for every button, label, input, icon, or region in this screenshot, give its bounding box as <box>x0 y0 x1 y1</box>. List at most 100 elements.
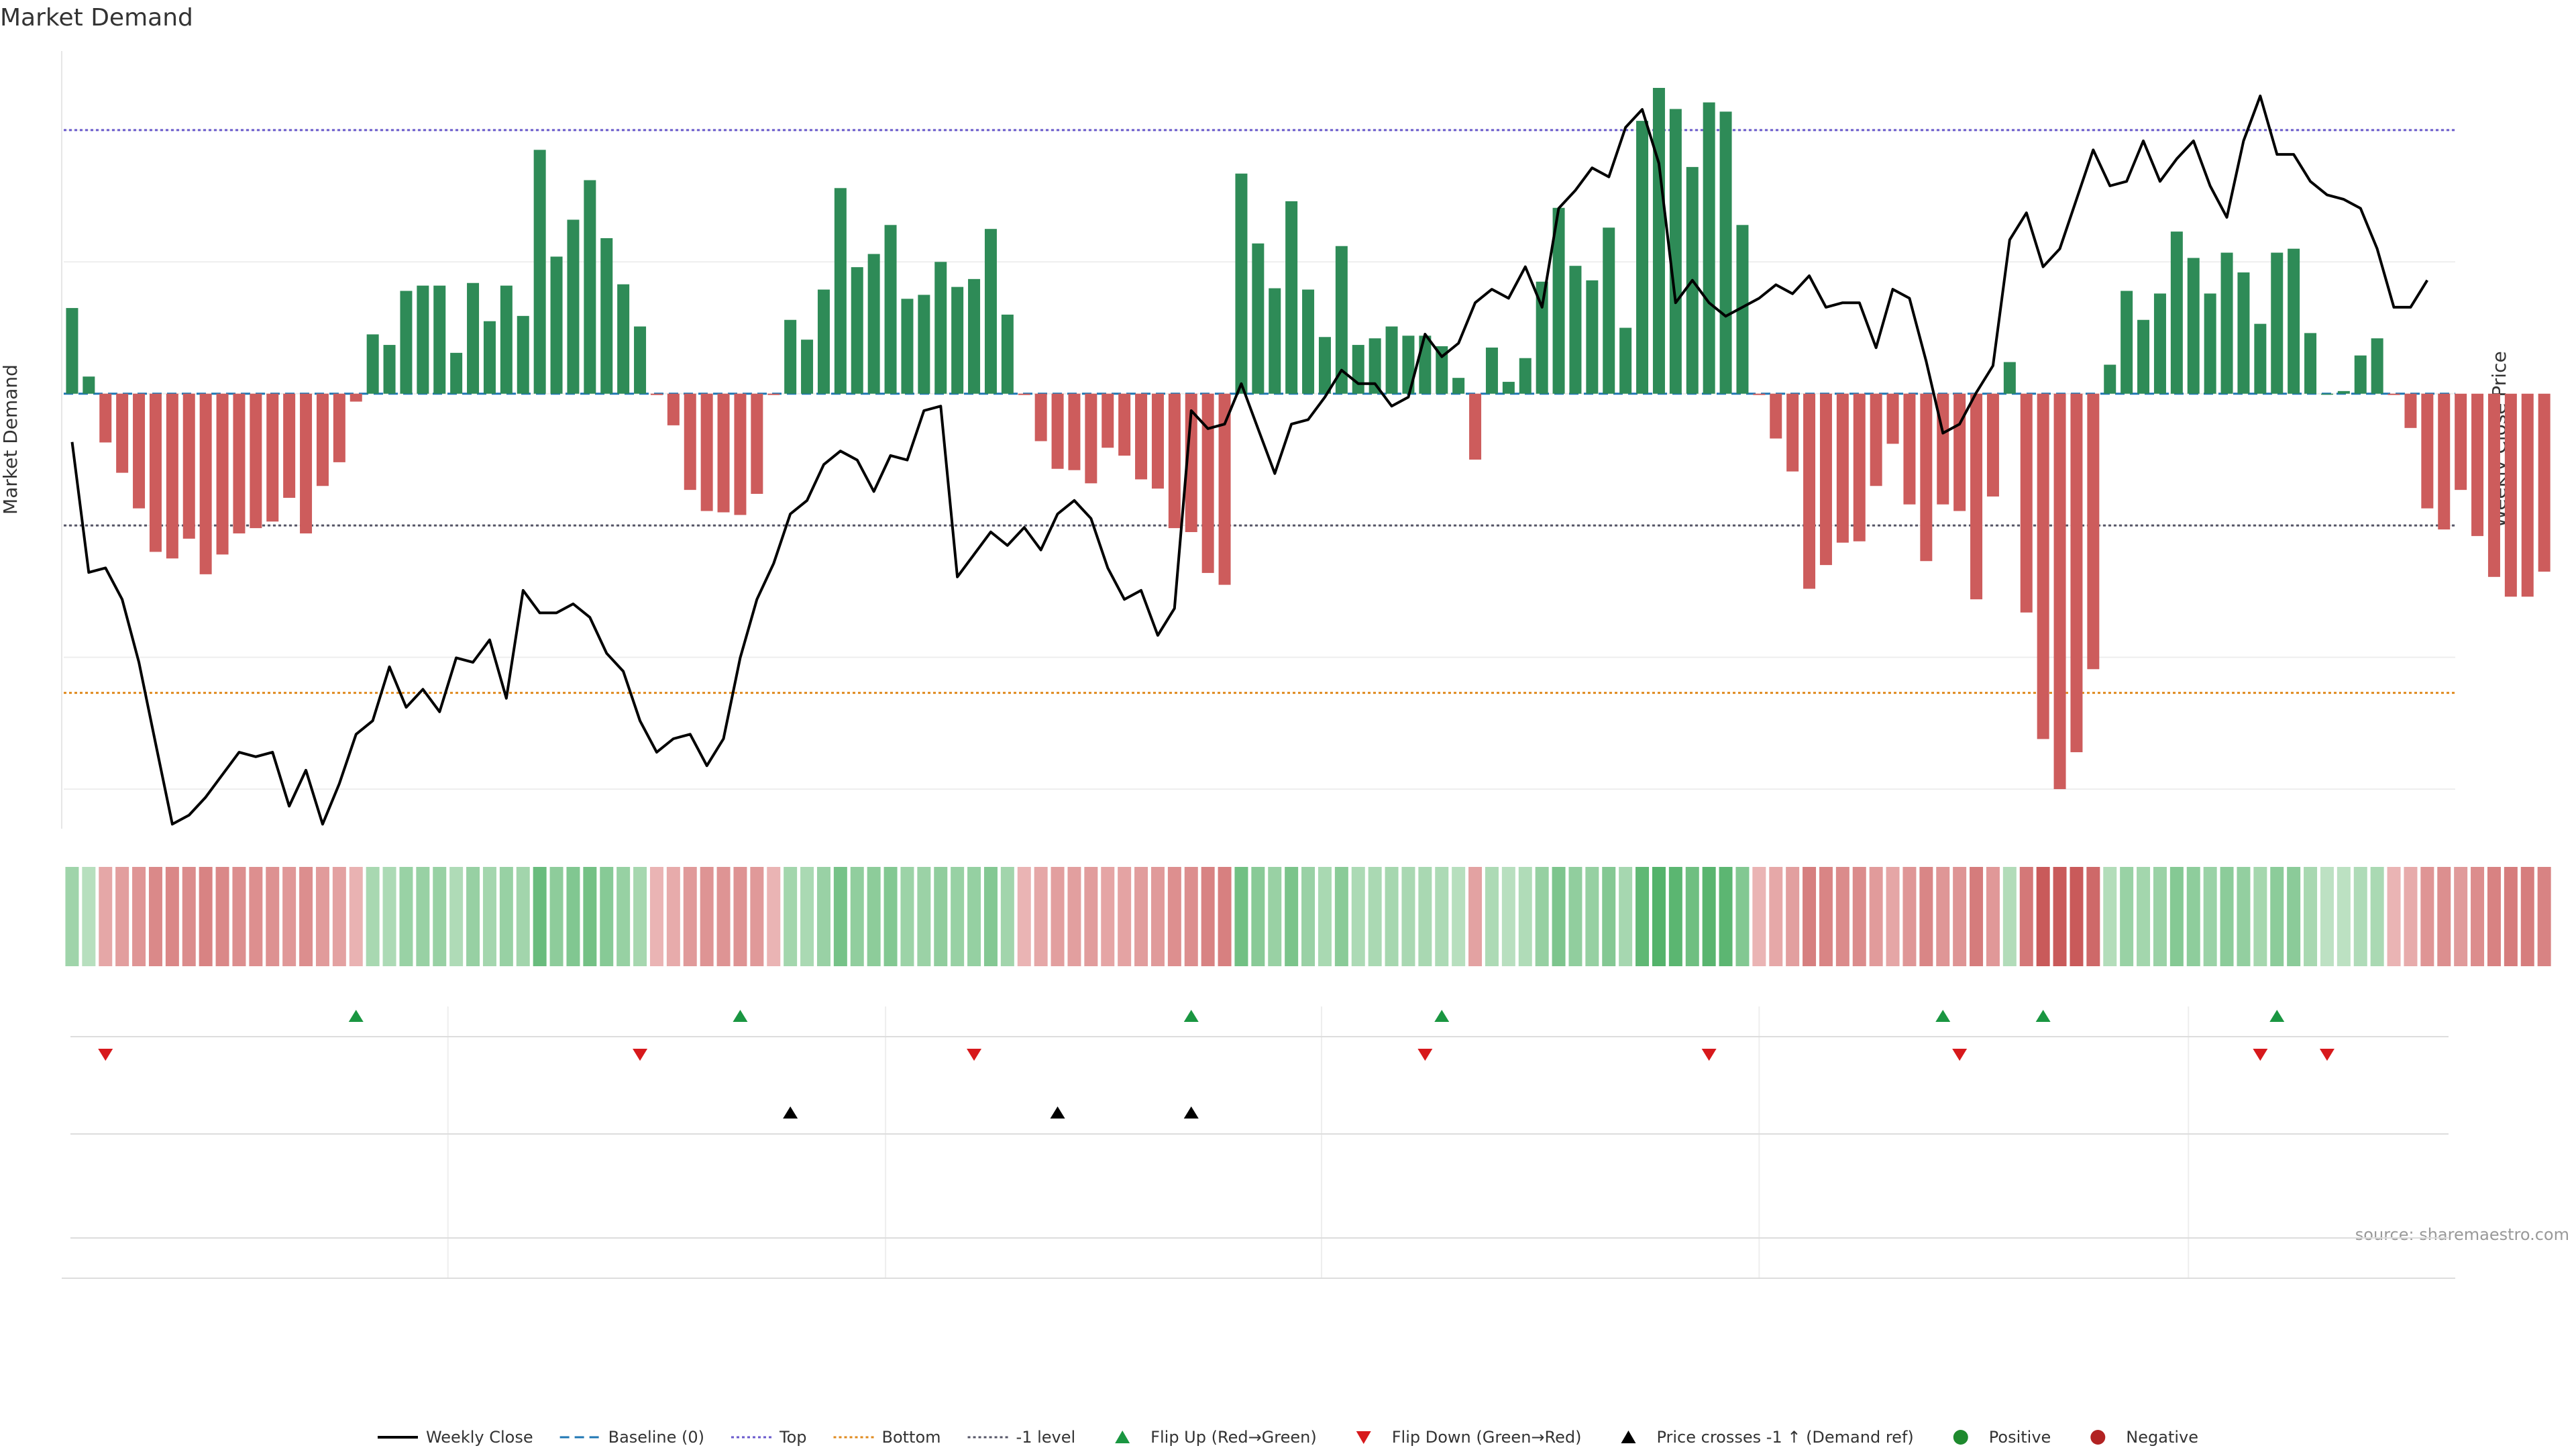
heat-cell <box>1000 867 1014 966</box>
heat-cell <box>99 867 113 966</box>
demand-bar <box>2037 393 2049 739</box>
heat-cell <box>2253 867 2267 966</box>
flip-up-marker <box>733 1010 748 1022</box>
heat-cell <box>1803 867 1817 966</box>
demand-bar <box>83 376 95 394</box>
demand-bar <box>1586 280 1599 394</box>
demand-bar <box>1636 121 1649 394</box>
heat-cell <box>750 867 764 966</box>
demand-bar <box>1235 173 1248 394</box>
heat-cell <box>1869 867 1883 966</box>
heat-cell <box>2036 867 2050 966</box>
flip-down-marker <box>98 1049 113 1061</box>
demand-bar <box>1770 393 1782 439</box>
demand-bar <box>483 321 496 394</box>
heat-cell <box>1017 867 1031 966</box>
heat-cell <box>649 867 663 966</box>
demand-bar <box>1051 393 1064 469</box>
flip-down-marker <box>1701 1049 1717 1061</box>
heat-cell <box>366 867 380 966</box>
heat-cell <box>2370 867 2384 966</box>
heat-cell <box>951 867 965 966</box>
heat-cell <box>1568 867 1582 966</box>
heat-cell <box>2002 867 2017 966</box>
heat-cell <box>2220 867 2234 966</box>
flip-down-marker <box>1952 1049 1968 1061</box>
heat-cell <box>1201 867 1215 966</box>
demand-bar <box>1118 393 1131 456</box>
demand-bar <box>968 278 981 394</box>
heat-cell <box>1902 867 1917 966</box>
heat-cell <box>2504 867 2518 966</box>
heat-cell <box>2169 867 2184 966</box>
heat-cell <box>1485 867 1499 966</box>
heat-cell <box>1351 867 1365 966</box>
heat-cell <box>2270 867 2284 966</box>
heat-cell <box>1385 867 1399 966</box>
demand-bar <box>884 225 897 394</box>
heat-cell <box>499 867 513 966</box>
demand-bar <box>1318 337 1331 394</box>
demand-bar <box>1703 102 1715 394</box>
heat-cell <box>115 867 129 966</box>
heat-cell <box>2353 867 2367 966</box>
demand-bar <box>1903 393 1916 505</box>
heat-cell <box>299 867 313 966</box>
source-label: source: sharemaestro.com <box>2355 1225 2569 1244</box>
heat-cell <box>1518 867 1532 966</box>
heat-cell <box>2537 867 2551 966</box>
heat-cell <box>583 867 597 966</box>
legend-label: Flip Up (Red→Green) <box>1150 1428 1317 1447</box>
price-cross-marker <box>1183 1106 1199 1119</box>
demand-bar <box>1252 243 1265 394</box>
demand-bar <box>2087 393 2100 670</box>
demand-bar <box>1502 382 1515 394</box>
demand-bar <box>2538 393 2551 572</box>
heat-cell <box>2103 867 2117 966</box>
heat-cell <box>1535 867 1549 966</box>
heat-cell <box>1886 867 1900 966</box>
heat-cell <box>1368 867 1382 966</box>
demand-bar <box>316 393 329 486</box>
flip-down-marker <box>633 1049 648 1061</box>
demand-bar <box>1870 393 1882 486</box>
heat-cell <box>1118 867 1132 966</box>
heat-cell <box>2153 867 2167 966</box>
demand-bar <box>2521 393 2534 597</box>
heat-cell <box>1919 867 1933 966</box>
demand-bar <box>1335 246 1348 394</box>
heat-cell <box>716 867 731 966</box>
heat-cell <box>2471 867 2485 966</box>
heat-cell <box>1619 867 1633 966</box>
legend-swatch-positive <box>1953 1430 1968 1445</box>
demand-bar <box>2304 333 2317 394</box>
demand-bar <box>333 393 345 462</box>
price-cross-marker <box>1050 1106 1065 1119</box>
heat-cell <box>1769 867 1783 966</box>
demand-bar <box>1385 326 1398 394</box>
demand-bar <box>584 180 596 394</box>
heat-cell <box>1953 867 1967 966</box>
heat-cell <box>2086 867 2100 966</box>
heat-cell <box>1134 867 1148 966</box>
heat-cell <box>1835 867 1849 966</box>
heat-cell <box>1084 867 1098 966</box>
heat-cell <box>683 867 697 966</box>
heat-cell <box>516 867 530 966</box>
flip-down-marker <box>1417 1049 1433 1061</box>
demand-bar <box>550 256 563 394</box>
heat-cell <box>1318 867 1332 966</box>
heat-cell <box>1819 867 1833 966</box>
heat-cell <box>983 867 998 966</box>
heat-cell <box>2420 867 2434 966</box>
heat-cell <box>466 867 480 966</box>
demand-bar <box>2020 393 2033 613</box>
legend-swatch-flip-up <box>1115 1431 1130 1443</box>
heat-cell <box>2186 867 2200 966</box>
heat-cell <box>315 867 329 966</box>
heat-cell <box>1034 867 1048 966</box>
demand-bar <box>366 334 379 394</box>
demand-bar <box>1485 347 1498 394</box>
demand-bar <box>2053 393 2066 790</box>
